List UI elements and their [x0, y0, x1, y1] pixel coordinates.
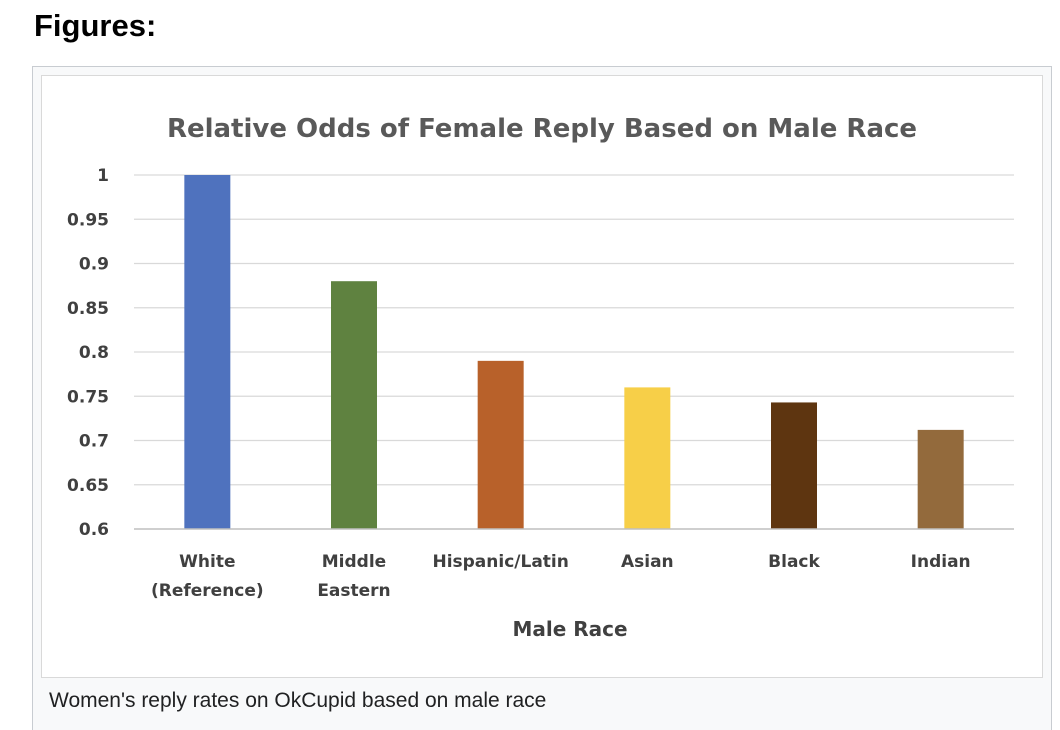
y-tick-label: 0.85 [67, 299, 109, 319]
x-axis-categories: White (Reference) Middle Eastern Hispanic/La… [151, 552, 971, 601]
x-category-label: Asian [621, 552, 674, 572]
section-heading: Figures: [34, 8, 157, 43]
y-tick-label: 0.9 [79, 255, 109, 275]
chart-title: Relative Odds of Female Reply Based on M… [167, 114, 917, 144]
gridlines [134, 174, 1014, 486]
y-tick-label: 0.65 [67, 476, 109, 496]
bar-chart: Relative Odds of Female Reply Based on M… [67, 114, 1014, 641]
x-axis-title: Male Race [512, 617, 627, 641]
y-tick-label: 1 [97, 166, 109, 186]
bar [917, 429, 964, 529]
x-category-label: Hispanic/Latin [432, 552, 568, 572]
bars [184, 175, 964, 529]
figure-box: Relative Odds of Female Reply Based on M… [32, 66, 1052, 730]
figure-caption: Women's reply rates on OkCupid based on … [49, 689, 547, 712]
x-category-label: Black [768, 552, 820, 572]
x-category-label: White (Reference) [151, 552, 264, 601]
y-tick-label: 0.8 [79, 343, 109, 363]
x-category-label: Middle Eastern [317, 552, 390, 601]
bar [477, 360, 524, 529]
y-tick-label: 0.7 [79, 432, 109, 452]
bar [624, 387, 671, 529]
y-tick-label: 0.95 [67, 210, 109, 230]
chart-frame: Relative Odds of Female Reply Based on M… [41, 75, 1043, 678]
y-axis-ticks: 1 0.95 0.9 0.85 0.8 0.75 0.7 0.65 0.6 [67, 166, 109, 540]
y-tick-label: 0.75 [67, 387, 109, 407]
bar [184, 175, 231, 529]
bar [771, 402, 817, 529]
y-tick-label: 0.6 [79, 520, 109, 540]
bar [331, 281, 377, 529]
x-category-label: Indian [911, 552, 971, 572]
